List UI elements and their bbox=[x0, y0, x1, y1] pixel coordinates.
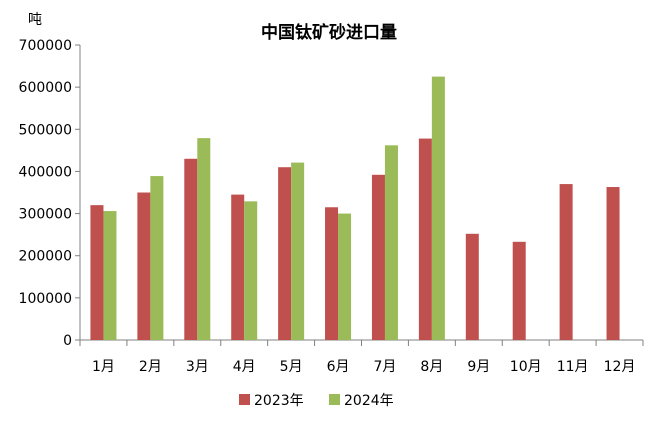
bar-series-1 bbox=[418, 138, 432, 340]
bar-series-2 bbox=[291, 162, 305, 340]
x-category-label: 8月 bbox=[420, 359, 443, 375]
bar-series-1 bbox=[325, 207, 339, 340]
legend-label: 2024年 bbox=[344, 393, 394, 409]
bar-series-1 bbox=[512, 241, 526, 340]
bar-series-1 bbox=[231, 194, 245, 340]
y-tick-label: 700000 bbox=[19, 38, 72, 54]
legend-label: 2023年 bbox=[254, 393, 304, 409]
x-category-label: 3月 bbox=[186, 359, 209, 375]
x-category-label: 2月 bbox=[139, 359, 162, 375]
bar-series-1 bbox=[606, 187, 620, 340]
y-tick-label: 0 bbox=[63, 333, 72, 349]
y-tick-label: 400000 bbox=[19, 164, 72, 180]
bar-series-1 bbox=[137, 192, 151, 340]
bar-series-1 bbox=[90, 205, 104, 340]
y-tick-label: 300000 bbox=[19, 207, 72, 223]
bar-series-1 bbox=[371, 174, 385, 340]
x-category-label: 1月 bbox=[92, 359, 115, 375]
bar-series-2 bbox=[431, 76, 445, 340]
x-category-label: 10月 bbox=[510, 359, 542, 375]
legend-swatch bbox=[239, 394, 250, 405]
y-tick-label: 100000 bbox=[19, 291, 72, 307]
x-category-label: 9月 bbox=[467, 359, 490, 375]
legend: 2023年 2024年 bbox=[239, 393, 394, 409]
x-category-label: 5月 bbox=[280, 359, 303, 375]
bar-series-1 bbox=[559, 184, 573, 340]
y-tick-label: 200000 bbox=[19, 249, 72, 265]
x-category-label: 6月 bbox=[327, 359, 350, 375]
bar-series-1 bbox=[184, 158, 198, 340]
bar-series-2 bbox=[384, 145, 398, 340]
y-tick-label: 600000 bbox=[19, 80, 72, 96]
bar-series-2 bbox=[103, 211, 117, 340]
y-axis-unit-label: 吨 bbox=[28, 12, 42, 28]
y-tick-label: 500000 bbox=[19, 122, 72, 138]
bar-series-2 bbox=[338, 213, 352, 340]
x-category-label: 11月 bbox=[557, 359, 589, 375]
x-category-label: 4月 bbox=[233, 359, 256, 375]
bars bbox=[90, 76, 620, 340]
chart-title: 中国钛矿砂进口量 bbox=[261, 22, 397, 43]
y-axis: 0 100000 200000 300000 400000 500000 600000 700… bbox=[19, 38, 81, 349]
x-axis: 1月 2月 3月 4月 5月 6月 7月 8月 9月 10月 11月 12月 bbox=[79, 339, 644, 375]
x-category-label: 7月 bbox=[373, 359, 396, 375]
bar-series-2 bbox=[244, 201, 258, 340]
bar-series-2 bbox=[150, 176, 164, 340]
bar-series-1 bbox=[465, 233, 479, 340]
legend-swatch bbox=[329, 394, 340, 405]
x-category-label: 12月 bbox=[604, 359, 636, 375]
bar-series-1 bbox=[278, 167, 292, 340]
bar-series-2 bbox=[197, 138, 211, 340]
